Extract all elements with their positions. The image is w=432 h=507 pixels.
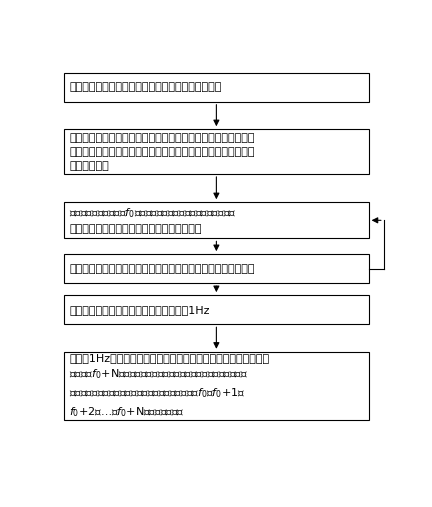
Bar — [64, 73, 368, 102]
Bar — [64, 129, 368, 174]
Text: 信号发生器发出的正弦声波信号频率增加1Hz: 信号发生器发出的正弦声波信号频率增加1Hz — [69, 305, 210, 315]
Bar — [64, 254, 368, 283]
Text: 继续每1Hz递增信号发生器发出的正弦声波信号频率，记录至预设
频率为（$f_0$+N）时的待测地表位置的地表振动速度，并在计算机中
求出并记录所测地表振动速度关: 继续每1Hz递增信号发生器发出的正弦声波信号频率，记录至预设 频率为（$f_0$… — [69, 353, 269, 419]
Bar — [64, 352, 368, 420]
Text: 使声波发射系统的扬声器发声端口正对待测地表位置: 使声波发射系统的扬声器发声端口正对待测地表位置 — [69, 82, 222, 92]
Bar — [64, 295, 368, 324]
Bar — [64, 202, 368, 238]
Text: 地震检波器测量待测地表位置的地表振动速度，并由计算机记录: 地震检波器测量待测地表位置的地表振动速度，并由计算机记录 — [69, 264, 254, 274]
Text: 使地震检波器插入到待测地表位置，地震检波器的输出端口连接
到数据采集卡的输入端口上，数据采集卡的输出端口连接到计算
机的输入端口: 使地震检波器插入到待测地表位置，地震检波器的输出端口连接 到数据采集卡的输入端口… — [69, 133, 254, 171]
Text: 信号发生器发出频率为$f_0$的正弦波信号，依次通过调音台和功率放
大器放大后由所述扬声器发出高强度正弦声波: 信号发生器发出频率为$f_0$的正弦波信号，依次通过调音台和功率放 大器放大后由… — [69, 206, 236, 234]
